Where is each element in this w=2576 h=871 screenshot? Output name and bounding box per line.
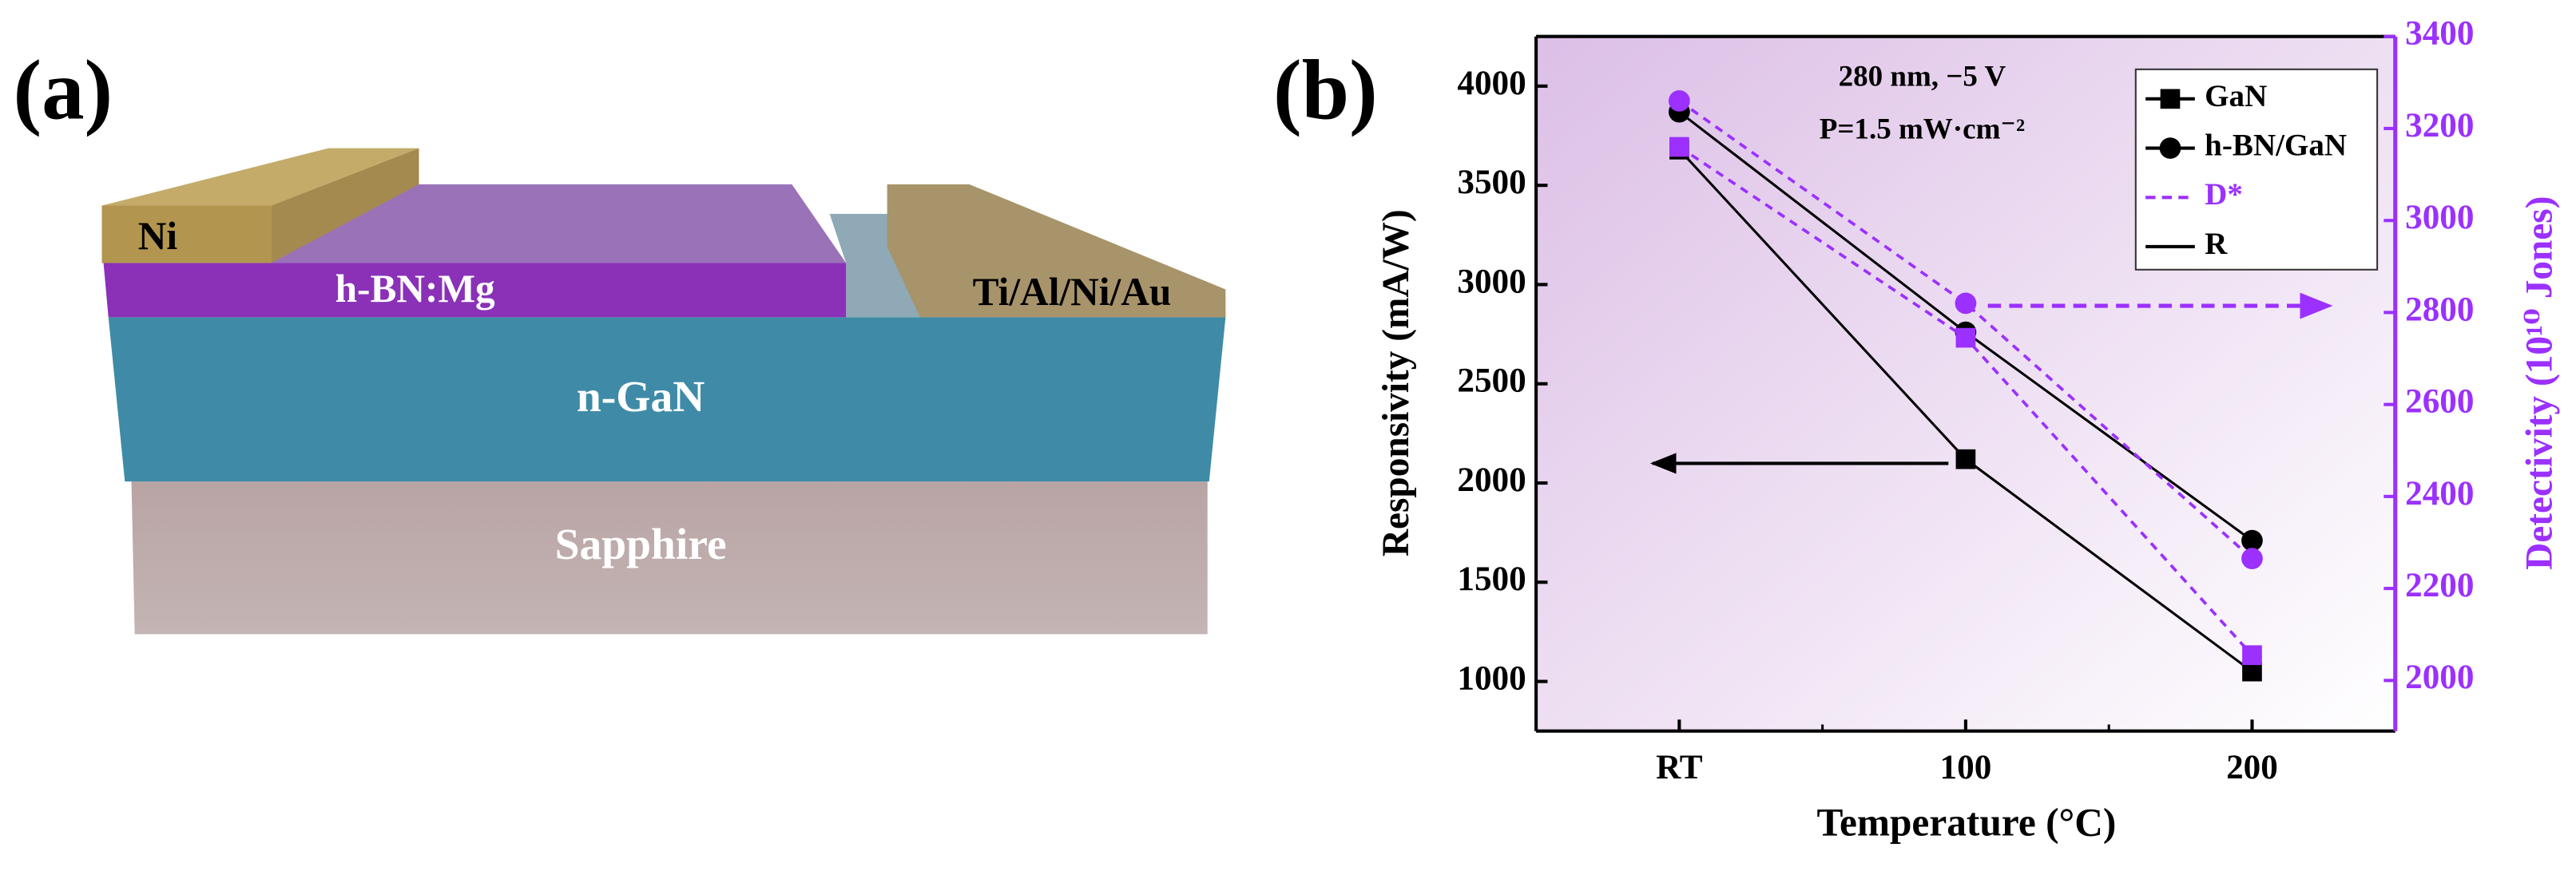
y-tick-label: 4000 bbox=[1457, 65, 1526, 102]
y-tick-label: 1000 bbox=[1457, 659, 1526, 697]
marker bbox=[1669, 137, 1689, 157]
contact-side bbox=[271, 148, 419, 263]
legend-label: R bbox=[2205, 227, 2228, 261]
y2-tick-label: 2600 bbox=[2405, 383, 2474, 421]
layer-label: Ti/Al/Ni/Au bbox=[973, 270, 1172, 314]
marker bbox=[2242, 645, 2262, 665]
marker bbox=[2241, 529, 2263, 552]
y2-tick-label: 2200 bbox=[2405, 567, 2474, 604]
legend-label: h-BN/GaN bbox=[2205, 129, 2347, 163]
y2-tick-label: 3000 bbox=[2405, 199, 2474, 236]
panel-label: (a) bbox=[13, 43, 113, 137]
y-tick-label: 3500 bbox=[1457, 164, 1526, 201]
y2-tick-label: 3200 bbox=[2405, 107, 2474, 145]
series-line bbox=[1678, 99, 2253, 560]
panel-label: (b) bbox=[1273, 43, 1378, 137]
layer-label: n-GaN bbox=[577, 373, 705, 422]
marker bbox=[1955, 449, 1976, 469]
p-layer-top bbox=[271, 184, 847, 263]
legend-label: GaN bbox=[2205, 79, 2267, 113]
y-tick-label: 3000 bbox=[1457, 263, 1526, 300]
x-tick-label: RT bbox=[1656, 749, 1703, 786]
y-tick-label: 2500 bbox=[1457, 362, 1526, 400]
marker bbox=[2160, 89, 2181, 109]
x-tick-label: 100 bbox=[1940, 749, 1992, 786]
p-layer-face bbox=[103, 263, 847, 318]
y2-tick-label: 3400 bbox=[2405, 15, 2474, 53]
y2-axis-title: Detectivity (10¹⁰ Jones) bbox=[2519, 196, 2561, 570]
axes: 1000 1500 2000 2500 3000 3500 4000 2000 2200 2400… bbox=[1457, 15, 2474, 786]
marker bbox=[2241, 548, 2263, 570]
marker bbox=[1668, 90, 1690, 112]
y-tick-label: 1500 bbox=[1457, 560, 1526, 598]
legend-label: D* bbox=[2205, 177, 2243, 212]
substrate-face bbox=[131, 481, 1208, 635]
layer-label: Sapphire bbox=[555, 521, 727, 569]
marker bbox=[1955, 292, 1977, 315]
marker bbox=[2159, 137, 2181, 159]
y2-tick-label: 2400 bbox=[2405, 475, 2474, 513]
layer-label: h-BN:Mg bbox=[335, 267, 495, 311]
contact-face bbox=[101, 205, 272, 263]
annotation: P=1.5 mW·cm⁻² bbox=[1820, 113, 2025, 145]
annotation: 280 nm, −5 V bbox=[1839, 61, 2006, 93]
x-axis-title: Temperature (°C) bbox=[1817, 800, 2117, 844]
contact-right bbox=[887, 184, 1226, 318]
y-axis-title: Responsivity (mA/W) bbox=[1375, 209, 1417, 556]
x-tick-label: 200 bbox=[2226, 749, 2278, 786]
device-schematic bbox=[101, 148, 1226, 635]
plot bbox=[1668, 90, 2263, 682]
marker bbox=[1955, 327, 1976, 348]
y-tick-label: 2000 bbox=[1457, 461, 1526, 499]
y2-tick-label: 2000 bbox=[2405, 659, 2474, 696]
n-layer-face bbox=[108, 317, 1226, 482]
layer-label: Ni bbox=[138, 214, 177, 258]
y2-tick-label: 2800 bbox=[2405, 291, 2474, 328]
contact-top bbox=[101, 148, 419, 206]
